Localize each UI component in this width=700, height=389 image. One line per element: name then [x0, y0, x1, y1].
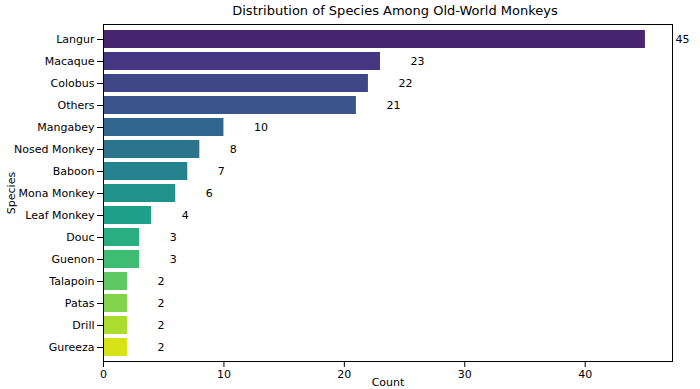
svg-text:10: 10 [254, 121, 268, 134]
svg-text:Patas: Patas [65, 297, 95, 310]
svg-text:Mona Monkey: Mona Monkey [19, 187, 95, 200]
svg-text:Mangabey: Mangabey [37, 121, 95, 134]
svg-text:Others: Others [58, 99, 95, 112]
svg-text:10: 10 [217, 368, 231, 381]
svg-text:6: 6 [206, 187, 213, 200]
svg-text:Nosed Monkey: Nosed Monkey [14, 143, 95, 156]
svg-text:Macaque: Macaque [45, 55, 95, 68]
svg-text:Leaf Monkey: Leaf Monkey [25, 209, 95, 222]
svg-text:40: 40 [578, 368, 592, 381]
svg-text:Count: Count [372, 376, 405, 389]
svg-text:2: 2 [158, 297, 165, 310]
svg-text:23: 23 [410, 55, 424, 68]
svg-text:Talapoin: Talapoin [48, 275, 94, 288]
svg-text:Guenon: Guenon [52, 253, 95, 266]
svg-text:45: 45 [675, 33, 689, 46]
svg-text:8: 8 [230, 143, 237, 156]
html-text:Distribution of Species Among: Distribution of Species Among Old-World … [232, 3, 558, 18]
svg-text:22: 22 [398, 77, 412, 90]
svg-text:2: 2 [158, 319, 165, 332]
svg-text:7: 7 [218, 165, 225, 178]
svg-text:2: 2 [158, 275, 165, 288]
svg-text:Drill: Drill [72, 319, 94, 332]
svg-text:Baboon: Baboon [53, 165, 95, 178]
svg-text:20: 20 [337, 368, 351, 381]
svg-text:2: 2 [158, 341, 165, 354]
svg-text:Gureeza: Gureeza [49, 341, 95, 354]
svg-text:0: 0 [100, 368, 107, 381]
svg-text:4: 4 [182, 209, 189, 222]
svg-text:Species: Species [5, 172, 18, 215]
svg-text:Langur: Langur [56, 33, 95, 46]
svg-text:30: 30 [458, 368, 472, 381]
svg-text:21: 21 [386, 99, 400, 112]
svg-text:Colobus: Colobus [51, 77, 95, 90]
svg-text:3: 3 [170, 231, 177, 244]
svg-text:Douc: Douc [66, 231, 94, 244]
svg-text:3: 3 [170, 253, 177, 266]
